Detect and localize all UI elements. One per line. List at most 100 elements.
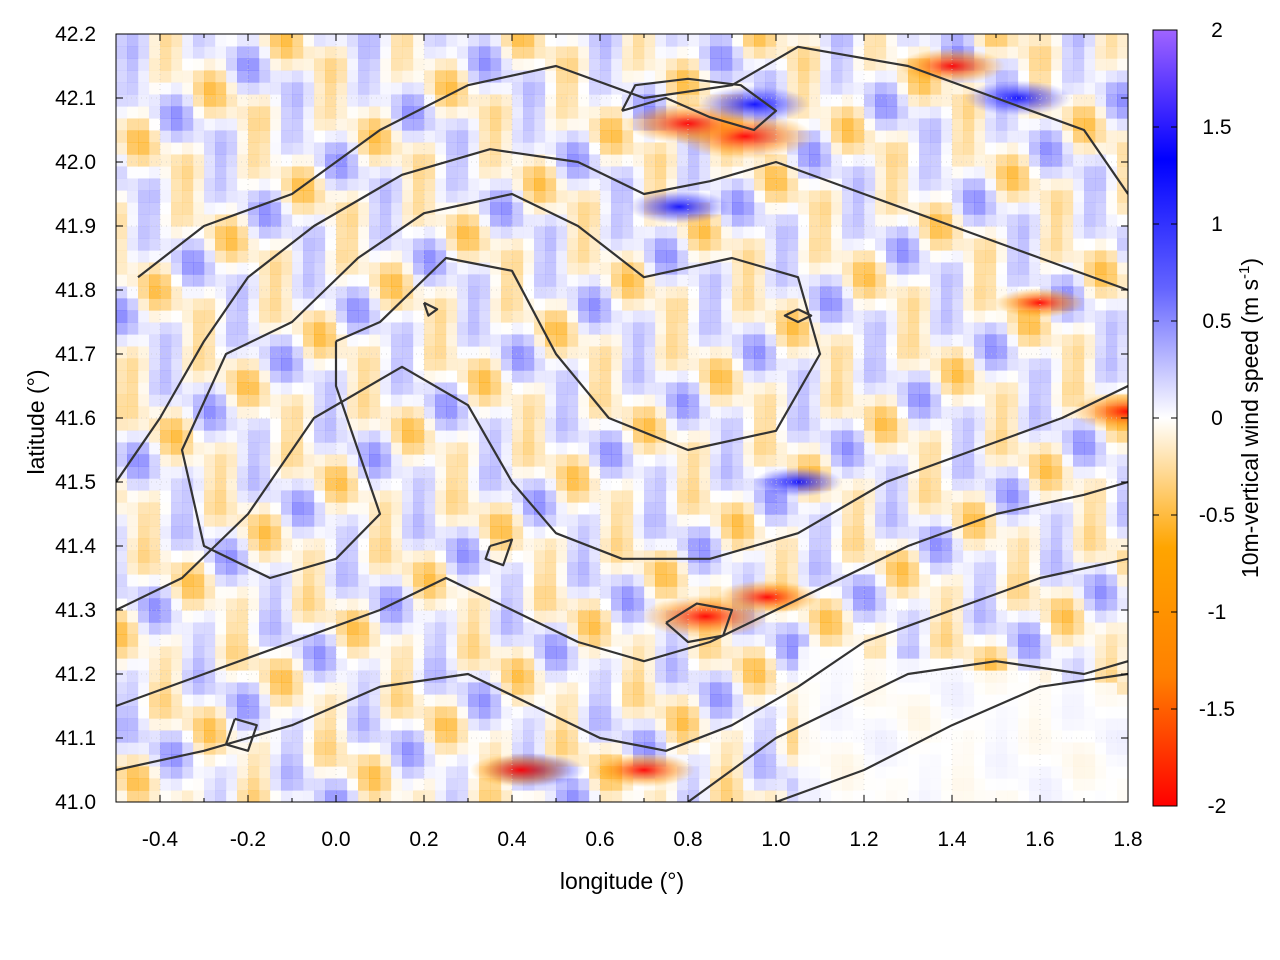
field-cell	[589, 466, 601, 479]
field-cell	[853, 454, 865, 467]
field-cell	[501, 478, 513, 491]
field-cell	[875, 466, 887, 479]
field-cell	[369, 658, 381, 671]
field-cell	[1117, 154, 1128, 167]
field-cell	[424, 586, 436, 599]
field-cell	[633, 478, 645, 491]
field-cell	[798, 406, 810, 419]
field-cell	[732, 262, 744, 275]
field-cell	[941, 610, 953, 623]
field-cell	[919, 310, 931, 323]
field-cell	[149, 694, 161, 707]
field-cell	[523, 574, 535, 587]
field-cell	[930, 538, 942, 551]
field-cell	[864, 394, 876, 407]
field-cell	[1051, 586, 1063, 599]
field-cell	[171, 202, 183, 215]
field-cell	[1084, 226, 1096, 239]
field-cell	[259, 238, 271, 251]
field-cell	[435, 238, 447, 251]
field-cell	[864, 622, 876, 635]
field-cell	[886, 286, 898, 299]
field-cell	[1084, 670, 1096, 683]
field-cell	[204, 262, 216, 275]
field-cell	[985, 358, 997, 371]
field-cell	[534, 574, 546, 587]
field-cell	[1007, 250, 1019, 263]
field-cell	[391, 550, 403, 563]
field-cell	[545, 490, 557, 503]
field-cell	[710, 646, 722, 659]
field-cell	[248, 406, 260, 419]
field-cell	[545, 562, 557, 575]
field-cell	[776, 286, 788, 299]
field-cell	[248, 358, 260, 371]
field-cell	[303, 706, 315, 719]
field-cell	[886, 574, 898, 587]
field-cell	[468, 526, 480, 539]
field-cell	[523, 238, 535, 251]
field-cell	[314, 538, 326, 551]
field-cell	[193, 238, 205, 251]
field-cell	[281, 286, 293, 299]
field-cell	[600, 370, 612, 383]
field-cell	[1018, 214, 1030, 227]
field-cell	[171, 646, 183, 659]
field-cell	[1106, 742, 1118, 755]
field-cell	[391, 610, 403, 623]
field-cell	[226, 418, 238, 431]
field-cell	[435, 670, 447, 683]
field-cell	[886, 430, 898, 443]
field-cell	[1051, 574, 1063, 587]
field-cell	[215, 334, 227, 347]
field-cell	[1029, 478, 1041, 491]
field-cell	[556, 370, 568, 383]
field-cell	[435, 706, 447, 719]
field-cell	[1084, 586, 1096, 599]
field-cell	[1018, 202, 1030, 215]
field-cell	[1117, 514, 1128, 527]
field-cell	[908, 238, 920, 251]
field-cell	[248, 634, 260, 647]
field-cell	[787, 334, 799, 347]
field-cell	[237, 406, 249, 419]
field-cell	[842, 298, 854, 311]
field-cell	[1062, 538, 1074, 551]
field-cell	[1018, 334, 1030, 347]
field-cell	[358, 346, 370, 359]
field-cell	[435, 598, 447, 611]
field-cell	[688, 310, 700, 323]
field-cell	[347, 790, 359, 802]
field-cell	[171, 670, 183, 683]
field-cell	[457, 694, 469, 707]
field-cell	[413, 730, 425, 743]
field-cell	[633, 358, 645, 371]
field-cell	[138, 562, 150, 575]
field-cell	[567, 394, 579, 407]
field-cell	[171, 610, 183, 623]
field-cell	[776, 214, 788, 227]
field-cell	[1095, 202, 1107, 215]
field-cell	[1095, 742, 1107, 755]
field-cell	[358, 406, 370, 419]
field-cell	[930, 190, 942, 203]
field-cell	[402, 370, 414, 383]
field-cell	[171, 658, 183, 671]
field-cell	[358, 418, 370, 431]
field-cell	[688, 706, 700, 719]
field-cell	[446, 682, 458, 695]
field-cell	[391, 790, 403, 802]
field-cell	[842, 514, 854, 527]
field-cell	[1084, 766, 1096, 779]
field-cell	[996, 250, 1008, 263]
field-cell	[765, 634, 777, 647]
field-cell	[985, 178, 997, 191]
field-cell	[589, 742, 601, 755]
field-cell	[435, 178, 447, 191]
field-cell	[1007, 538, 1019, 551]
field-cell	[952, 574, 964, 587]
field-cell	[127, 202, 139, 215]
field-cell	[732, 778, 744, 791]
field-cell	[270, 346, 282, 359]
field-cell	[1051, 190, 1063, 203]
